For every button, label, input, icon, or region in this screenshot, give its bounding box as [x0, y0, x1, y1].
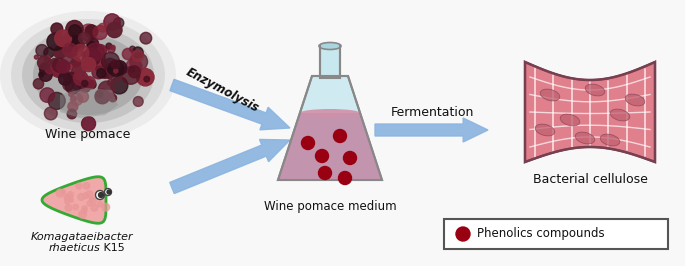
- Circle shape: [73, 204, 78, 210]
- Circle shape: [140, 32, 151, 44]
- Circle shape: [144, 76, 149, 82]
- Circle shape: [79, 211, 86, 218]
- Polygon shape: [278, 113, 382, 180]
- Circle shape: [67, 196, 73, 201]
- Circle shape: [134, 97, 143, 106]
- Circle shape: [59, 72, 72, 85]
- FancyArrow shape: [375, 118, 488, 142]
- Circle shape: [106, 43, 112, 49]
- Circle shape: [85, 25, 98, 38]
- Circle shape: [109, 94, 116, 102]
- FancyBboxPatch shape: [444, 219, 668, 249]
- Circle shape: [72, 58, 81, 67]
- Circle shape: [108, 67, 114, 73]
- Ellipse shape: [300, 109, 360, 117]
- Circle shape: [82, 208, 87, 213]
- Circle shape: [36, 44, 48, 57]
- Text: Phenolics compounds: Phenolics compounds: [477, 227, 605, 240]
- Circle shape: [40, 63, 51, 74]
- Circle shape: [99, 193, 103, 197]
- Circle shape: [338, 172, 351, 185]
- Circle shape: [83, 193, 88, 199]
- Circle shape: [128, 66, 140, 78]
- Circle shape: [61, 190, 65, 194]
- Circle shape: [98, 23, 107, 32]
- Ellipse shape: [105, 189, 112, 196]
- Circle shape: [95, 62, 105, 72]
- Circle shape: [73, 71, 88, 85]
- Circle shape: [79, 33, 90, 44]
- Circle shape: [51, 23, 63, 35]
- Circle shape: [34, 79, 44, 89]
- Circle shape: [65, 78, 81, 94]
- Circle shape: [55, 30, 71, 47]
- Text: Enzymolysis: Enzymolysis: [184, 65, 262, 115]
- Circle shape: [108, 79, 114, 86]
- Circle shape: [301, 136, 314, 149]
- Circle shape: [87, 201, 92, 206]
- Circle shape: [63, 37, 77, 52]
- Ellipse shape: [319, 43, 341, 49]
- Text: Wine pomace medium: Wine pomace medium: [264, 200, 397, 213]
- Circle shape: [40, 88, 55, 102]
- Circle shape: [129, 46, 136, 52]
- Circle shape: [112, 65, 117, 70]
- Circle shape: [101, 64, 116, 78]
- Circle shape: [97, 69, 106, 78]
- Ellipse shape: [625, 94, 645, 106]
- Circle shape: [112, 61, 127, 75]
- Circle shape: [108, 46, 115, 53]
- Circle shape: [64, 39, 71, 46]
- Circle shape: [82, 206, 87, 211]
- Circle shape: [97, 195, 101, 200]
- Circle shape: [86, 191, 92, 198]
- Circle shape: [82, 117, 95, 131]
- Circle shape: [71, 93, 83, 105]
- Circle shape: [45, 64, 55, 74]
- Circle shape: [122, 67, 127, 73]
- Circle shape: [68, 74, 76, 82]
- Circle shape: [68, 192, 73, 198]
- Bar: [320, 46, 340, 78]
- Circle shape: [66, 20, 83, 38]
- Polygon shape: [278, 76, 382, 180]
- Ellipse shape: [560, 114, 580, 126]
- Circle shape: [80, 24, 97, 41]
- Circle shape: [101, 71, 108, 78]
- Circle shape: [69, 59, 83, 73]
- Text: rhaeticus: rhaeticus: [48, 243, 100, 253]
- Circle shape: [110, 69, 123, 81]
- Circle shape: [68, 198, 73, 202]
- Circle shape: [104, 14, 121, 30]
- Circle shape: [48, 92, 65, 109]
- Circle shape: [95, 89, 110, 104]
- FancyArrow shape: [170, 79, 290, 130]
- Circle shape: [114, 18, 124, 28]
- Circle shape: [65, 196, 71, 201]
- Ellipse shape: [585, 84, 605, 96]
- Ellipse shape: [0, 11, 176, 139]
- Circle shape: [102, 203, 110, 211]
- Circle shape: [95, 45, 106, 56]
- Circle shape: [83, 76, 95, 89]
- Ellipse shape: [22, 27, 154, 123]
- Circle shape: [132, 47, 143, 58]
- Circle shape: [47, 33, 64, 50]
- Circle shape: [76, 75, 90, 89]
- Circle shape: [39, 68, 52, 81]
- Circle shape: [53, 46, 66, 59]
- Polygon shape: [60, 88, 118, 118]
- Circle shape: [319, 167, 332, 180]
- Circle shape: [87, 41, 97, 51]
- Circle shape: [62, 62, 71, 72]
- Circle shape: [96, 91, 103, 97]
- Circle shape: [111, 45, 115, 50]
- FancyArrow shape: [170, 139, 290, 194]
- Circle shape: [90, 49, 105, 65]
- Circle shape: [63, 43, 77, 57]
- Circle shape: [111, 60, 120, 68]
- Circle shape: [132, 50, 143, 61]
- Circle shape: [72, 64, 86, 78]
- Text: Wine pomace: Wine pomace: [45, 128, 131, 141]
